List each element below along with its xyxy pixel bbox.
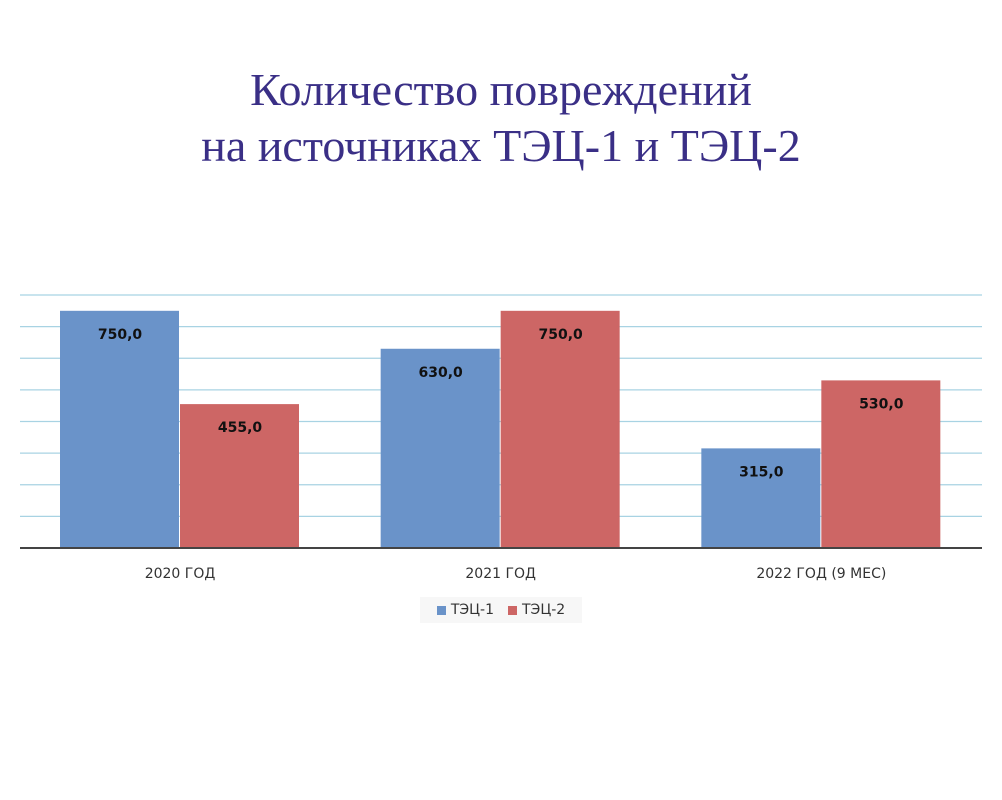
data-label: 750,0 <box>539 327 584 343</box>
data-label: 630,0 <box>419 365 464 381</box>
legend-swatch-tec2 <box>508 605 517 615</box>
data-label: 530,0 <box>859 396 904 412</box>
legend-swatch-tec1 <box>436 605 446 615</box>
x-tick-label: 2021 ГОД <box>465 566 536 582</box>
legend-item-tec1: ТЭЦ-1 <box>436 602 494 618</box>
chart-title: Количество повреждений на источниках ТЭЦ… <box>0 62 1002 174</box>
bar-2-2 <box>500 310 620 548</box>
data-label: 315,0 <box>739 464 784 480</box>
chart-title-line-1: Количество повреждений <box>250 64 752 115</box>
chart-title-line-2: на источниках ТЭЦ-1 и ТЭЦ-2 <box>201 120 801 171</box>
bar-1-1 <box>60 310 179 548</box>
legend-item-tec2: ТЭЦ-2 <box>508 602 565 618</box>
legend-label-tec1: ТЭЦ-1 <box>450 602 494 618</box>
bar-2-3 <box>821 380 941 548</box>
data-label: 750,0 <box>98 327 143 343</box>
chart-legend: ТЭЦ-1 ТЭЦ-2 <box>420 597 582 623</box>
bar-1-2 <box>380 348 500 548</box>
legend-label-tec2: ТЭЦ-2 <box>522 602 566 618</box>
x-tick-label: 2020 ГОД <box>145 566 216 582</box>
bar-2-1 <box>180 404 299 548</box>
x-tick-label: 2022 ГОД (9 МЕС) <box>756 566 886 582</box>
bar-1-3 <box>701 448 821 548</box>
data-label: 455,0 <box>218 420 263 436</box>
